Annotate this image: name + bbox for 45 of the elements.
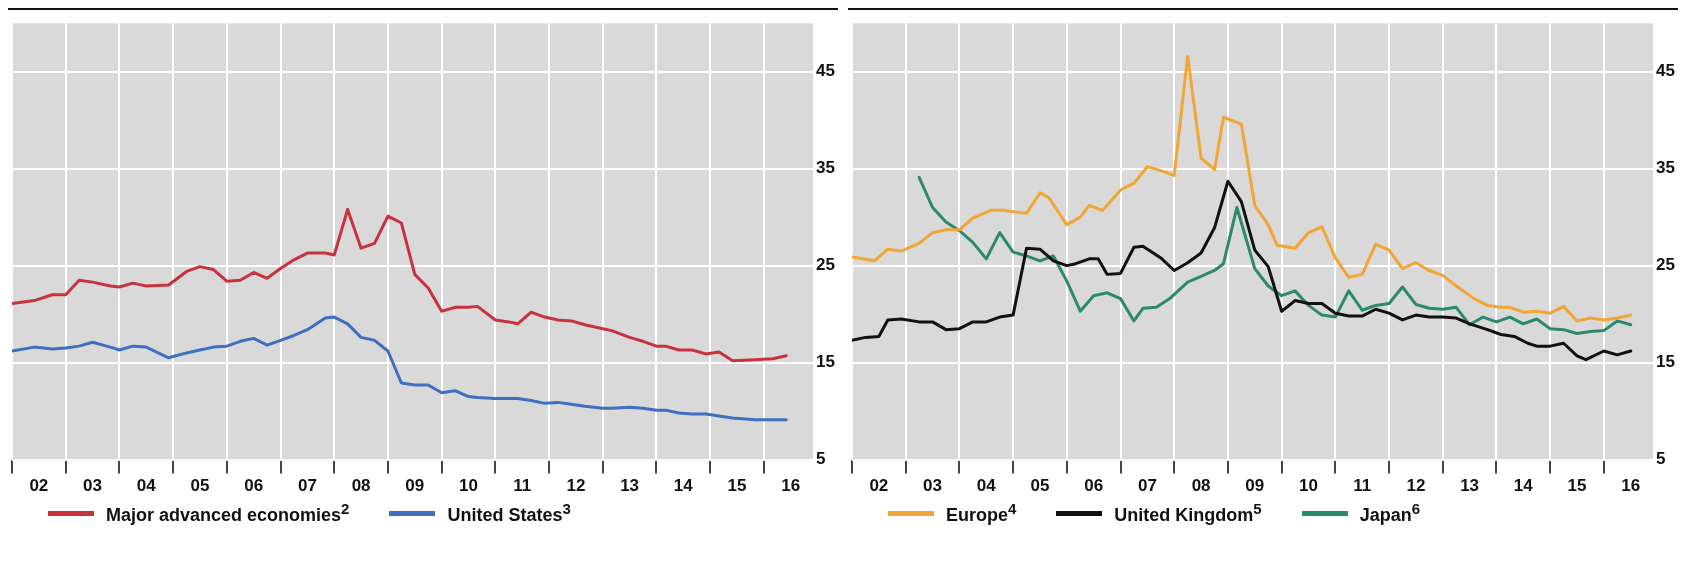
y-tick-label: 35	[1656, 158, 1676, 178]
y-tick-label: 15	[816, 352, 836, 372]
y-tick-label: 5	[1656, 449, 1666, 469]
legend-label: Major advanced economies$^{2}$	[106, 500, 350, 526]
x-tick-label: 05	[190, 476, 210, 496]
y-tick-label: 15	[1656, 352, 1676, 372]
x-tick-label: 11	[1353, 476, 1372, 496]
x-tick-label: 16	[781, 476, 801, 496]
x-tick-label: 06	[1084, 476, 1104, 496]
legend-label: United States$^{3}$	[447, 500, 571, 526]
x-tick-label: 09	[405, 476, 425, 496]
y-tick-label: 35	[816, 158, 836, 178]
x-tick-label: 13	[620, 476, 640, 496]
x-tick-label: 13	[1460, 476, 1480, 496]
x-tick-label: 04	[976, 476, 997, 496]
x-tick-label: 07	[297, 476, 317, 496]
x-tick-label: 15	[727, 476, 747, 496]
x-tick-label: 08	[351, 476, 371, 496]
x-tick-label: 11	[513, 476, 532, 496]
legend-label: United Kingdom$^{5}$	[1114, 500, 1262, 526]
x-tick-label: 10	[459, 476, 478, 496]
x-tick-label: 05	[1030, 476, 1050, 496]
x-tick-label: 15	[1567, 476, 1587, 496]
x-tick-label: 14	[1513, 476, 1534, 496]
x-tick-label: 03	[83, 476, 103, 496]
x-tick-label: 02	[869, 476, 889, 496]
x-tick-label: 10	[1299, 476, 1318, 496]
y-tick-label: 5	[816, 449, 826, 469]
x-tick-label: 09	[1245, 476, 1265, 496]
x-tick-label: 08	[1191, 476, 1211, 496]
y-tick-label: 25	[1656, 255, 1676, 275]
x-tick-label: 07	[1137, 476, 1157, 496]
x-tick-label: 04	[136, 476, 157, 496]
x-tick-label: 02	[29, 476, 49, 496]
y-tick-label: 25	[816, 255, 836, 275]
legend-label: Europe$^{4}$	[946, 500, 1017, 526]
y-tick-label: 45	[1656, 61, 1676, 81]
x-tick-label: 16	[1621, 476, 1641, 496]
x-tick-label: 03	[923, 476, 943, 496]
x-tick-label: 06	[244, 476, 264, 496]
x-tick-label: 12	[1406, 476, 1426, 496]
legend-label: Japan$^{6}$	[1359, 500, 1421, 526]
x-tick-label: 12	[566, 476, 586, 496]
x-tick-label: 14	[673, 476, 694, 496]
y-tick-label: 45	[816, 61, 836, 81]
